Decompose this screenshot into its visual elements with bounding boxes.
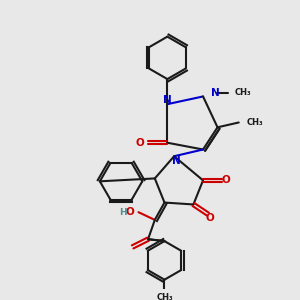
- Text: CH₃: CH₃: [246, 118, 263, 127]
- Text: O: O: [206, 213, 214, 223]
- Text: O: O: [136, 138, 144, 148]
- Text: N: N: [172, 156, 180, 166]
- Text: N: N: [211, 88, 220, 98]
- Text: O: O: [126, 207, 135, 217]
- Text: N: N: [163, 95, 172, 105]
- Text: H: H: [119, 208, 127, 217]
- Text: O: O: [222, 176, 231, 185]
- Text: CH₃: CH₃: [235, 88, 251, 97]
- Text: CH₃: CH₃: [156, 292, 173, 300]
